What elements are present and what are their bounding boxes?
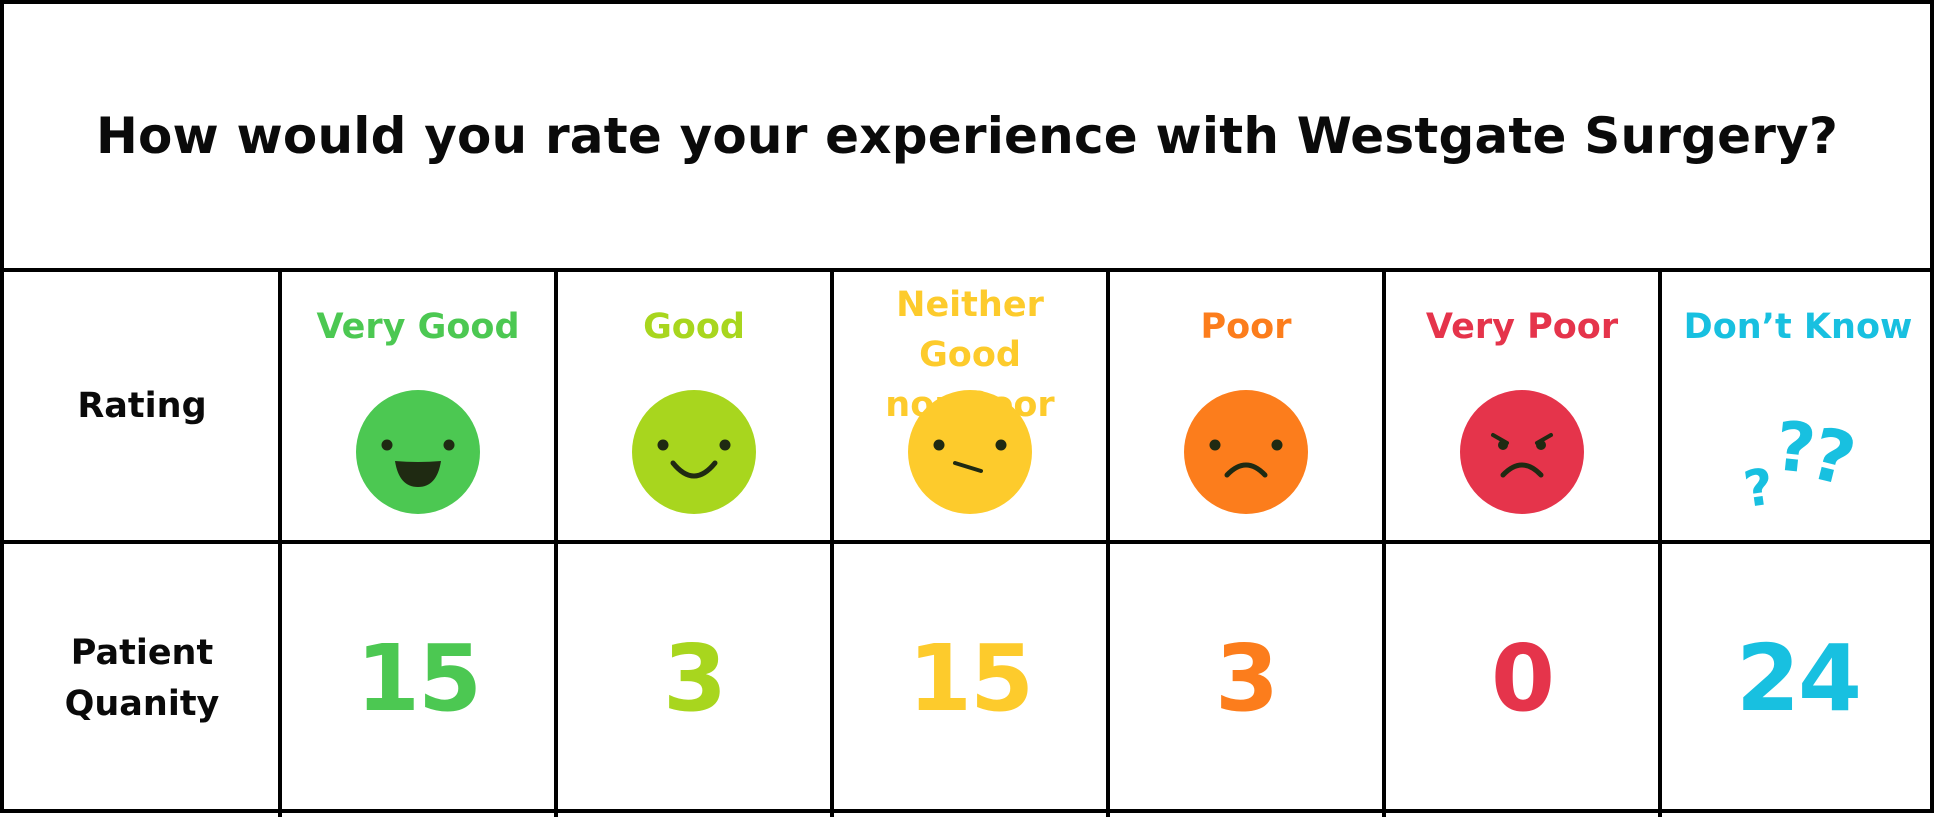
table-grid: Rating Patient Quanity Very Good 15 Good 3 N… — [4, 272, 1930, 817]
category-label-line: Poor — [1200, 307, 1292, 347]
category-label-line: Very Good — [316, 307, 520, 347]
rating-row-label: Rating — [4, 272, 280, 540]
quantity-value: 24 — [1735, 625, 1862, 732]
rating-cell: Poor — [1108, 272, 1384, 540]
category-label-line: Very Poor — [1425, 307, 1619, 347]
column-divider — [1658, 272, 1662, 817]
column-divider — [1382, 272, 1386, 817]
svg-text:?: ? — [1772, 407, 1819, 490]
smiling-face-icon — [556, 384, 832, 519]
question-marks-icon: ??? — [1660, 384, 1934, 519]
column-divider — [830, 272, 834, 817]
column-divider — [278, 272, 282, 817]
quantity-value: 3 — [662, 625, 727, 732]
rating-cell: Good — [556, 272, 832, 540]
category-label: Good — [643, 302, 745, 352]
rating-cell: Very Poor — [1384, 272, 1660, 540]
column-divider — [554, 272, 558, 817]
quantity-row-label-line-2: Quanity — [64, 683, 220, 724]
category-label-line: Good — [643, 307, 745, 347]
row-divider — [4, 540, 1930, 544]
title-row: How would you rate your experience with … — [4, 4, 1930, 272]
rating-row-label-text: Rating — [77, 385, 207, 426]
svg-text:?: ? — [1740, 457, 1777, 517]
column-divider — [1106, 272, 1110, 817]
quantity-value: 15 — [907, 625, 1034, 732]
angry-face-icon — [1384, 384, 1660, 519]
category-label: Don’t Know — [1684, 302, 1913, 352]
category-label: Very Good — [316, 302, 519, 352]
quantity-row-label: Patient Quanity — [4, 544, 280, 813]
quantity-value: 15 — [355, 625, 482, 732]
quantity-row-label-line-1: Patient — [70, 632, 214, 673]
very-happy-face-icon — [280, 384, 556, 519]
category-label: Very Poor — [1426, 302, 1618, 352]
sad-face-icon — [1108, 384, 1384, 519]
category-label-line: Neither Good — [896, 285, 1044, 375]
rating-cell: Very Good — [280, 272, 556, 540]
quantity-value: 3 — [1214, 625, 1279, 732]
table-title: How would you rate your experience with … — [95, 107, 1839, 165]
rating-cell: Don’t Know??? — [1660, 272, 1934, 540]
neutral-face-icon — [832, 384, 1108, 519]
category-label: Poor — [1200, 302, 1291, 352]
category-label-line: Don’t Know — [1683, 307, 1913, 347]
quantity-value: 0 — [1490, 625, 1555, 732]
